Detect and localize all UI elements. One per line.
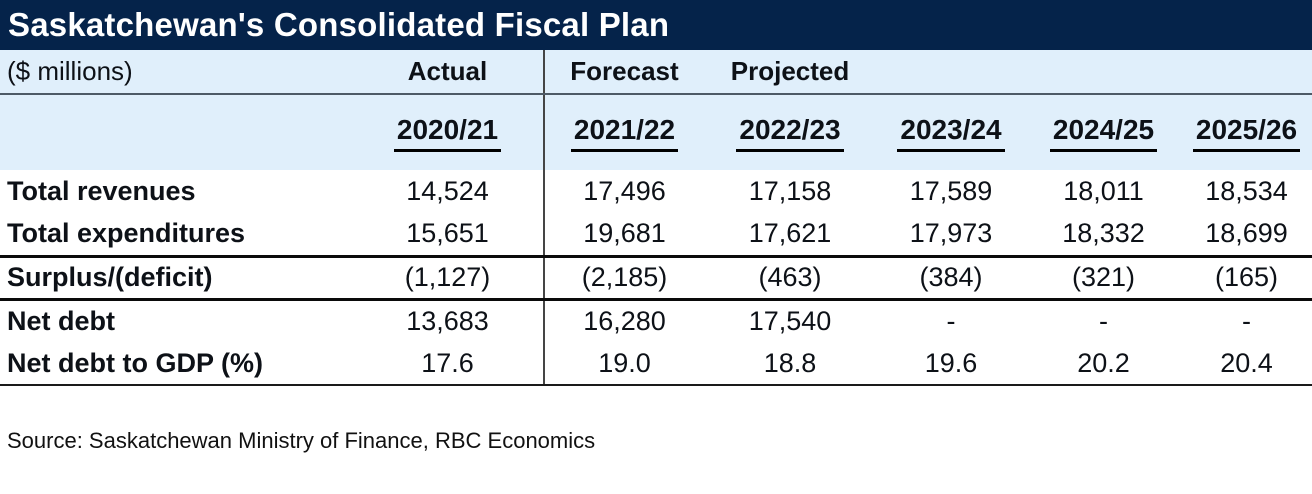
unit-label: ($ millions) — [0, 50, 352, 95]
col-group-projected: Projected — [704, 50, 876, 95]
table-row-net-debt-to-gdp: Net debt to GDP (%) 17.6 19.0 18.8 19.6 … — [0, 342, 1312, 386]
cell-value: 14,524 — [352, 170, 545, 213]
cell-value: (2,185) — [544, 256, 704, 301]
col-group-actual: Actual — [352, 50, 545, 95]
table-row-surplus-deficit: Surplus/(deficit) (1,127) (2,185) (463) … — [0, 256, 1312, 301]
cell-value: (1,127) — [352, 256, 545, 301]
cell-value: 17,158 — [704, 170, 876, 213]
col-group-spacer — [1181, 50, 1312, 95]
period-header-row: ($ millions) Actual Forecast Projected — [0, 50, 1312, 95]
year-header: 2020/21 — [352, 94, 545, 170]
year-header: 2025/26 — [1181, 94, 1312, 170]
cell-value: 20.2 — [1026, 342, 1181, 386]
year-header-row: 2020/21 2021/22 2022/23 2023/24 2024/25 … — [0, 94, 1312, 170]
row-label: Total expenditures — [0, 213, 352, 258]
fiscal-plan-figure: Saskatchewan's Consolidated Fiscal Plan … — [0, 0, 1312, 453]
cell-value: 20.4 — [1181, 342, 1312, 386]
cell-value: 19,681 — [544, 213, 704, 258]
col-group-forecast: Forecast — [544, 50, 704, 95]
row-label: Surplus/(deficit) — [0, 256, 352, 301]
cell-value: 15,651 — [352, 213, 545, 258]
year-header: 2023/24 — [876, 94, 1026, 170]
cell-value: 17,496 — [544, 170, 704, 213]
page-title: Saskatchewan's Consolidated Fiscal Plan — [8, 6, 670, 43]
row-label: Total revenues — [0, 170, 352, 213]
row-label: Net debt — [0, 299, 352, 342]
cell-value: (321) — [1026, 256, 1181, 301]
cell-value: 18,011 — [1026, 170, 1181, 213]
cell-value: 16,280 — [544, 299, 704, 342]
col-group-spacer — [1026, 50, 1181, 95]
table-row-total-expenditures: Total expenditures 15,651 19,681 17,621 … — [0, 213, 1312, 258]
title-bar: Saskatchewan's Consolidated Fiscal Plan — [0, 0, 1312, 50]
cell-value: (463) — [704, 256, 876, 301]
cell-value: 19.0 — [544, 342, 704, 386]
cell-value: (384) — [876, 256, 1026, 301]
col-group-spacer — [876, 50, 1026, 95]
table-row-total-revenues: Total revenues 14,524 17,496 17,158 17,5… — [0, 170, 1312, 213]
cell-value: 18,699 — [1181, 213, 1312, 258]
cell-value: 13,683 — [352, 299, 545, 342]
table-row-net-debt: Net debt 13,683 16,280 17,540 - - - — [0, 299, 1312, 342]
cell-value: 17.6 — [352, 342, 545, 386]
year-header: 2024/25 — [1026, 94, 1181, 170]
cell-value: (165) — [1181, 256, 1312, 301]
cell-value: - — [1026, 299, 1181, 342]
fiscal-table: ($ millions) Actual Forecast Projected 2… — [0, 50, 1312, 386]
cell-value: 17,621 — [704, 213, 876, 258]
cell-value: 17,589 — [876, 170, 1026, 213]
cell-value: - — [876, 299, 1026, 342]
cell-value: 18,534 — [1181, 170, 1312, 213]
row-label: Net debt to GDP (%) — [0, 342, 352, 386]
source-note: Source: Saskatchewan Ministry of Finance… — [7, 428, 596, 453]
year-header-spacer — [0, 94, 352, 170]
cell-value: 19.6 — [876, 342, 1026, 386]
cell-value: 17,540 — [704, 299, 876, 342]
cell-value: 17,973 — [876, 213, 1026, 258]
cell-value: - — [1181, 299, 1312, 342]
cell-value: 18,332 — [1026, 213, 1181, 258]
year-header: 2022/23 — [704, 94, 876, 170]
year-header: 2021/22 — [544, 94, 704, 170]
cell-value: 18.8 — [704, 342, 876, 386]
